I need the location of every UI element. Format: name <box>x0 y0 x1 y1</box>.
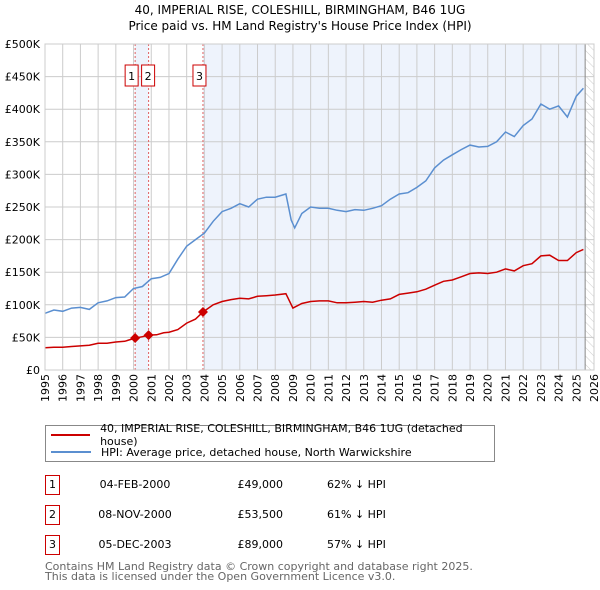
sale-label-box: 2 <box>141 64 156 87</box>
x-tick-label: 2017 <box>429 374 442 402</box>
x-tick-label: 1999 <box>110 374 123 402</box>
sale-point-marker <box>197 306 208 317</box>
x-tick-label: 2001 <box>145 374 158 402</box>
x-tick-label: 2013 <box>358 374 371 402</box>
y-tick-label: £500K <box>5 38 41 51</box>
legend-swatch-hpi <box>51 451 91 453</box>
x-tick-label: 2020 <box>482 374 495 402</box>
x-tick-label: 2000 <box>128 374 141 402</box>
legend-item-hpi: HPI: Average price, detached house, Nort… <box>51 444 412 460</box>
x-tick-label: 2012 <box>340 374 353 402</box>
sale-label-number: 2 <box>145 70 152 83</box>
transaction-number: 1 <box>45 475 60 495</box>
legend: 40, IMPERIAL RISE, COLESHILL, BIRMINGHAM… <box>45 422 495 462</box>
sale-label-number: 1 <box>128 70 135 83</box>
sale-label-border <box>192 64 207 87</box>
x-tick-label: 2018 <box>446 374 459 402</box>
x-tick-label: 1996 <box>57 374 70 402</box>
hpi-line <box>44 87 584 315</box>
y-tick-label: £150K <box>5 266 41 279</box>
sale-point-marker <box>143 330 154 341</box>
transaction-row: 3 05-DEC-2003 £89,000 57% ↓ HPI <box>45 535 545 555</box>
x-tick-label: 2016 <box>411 374 424 402</box>
price-chart: 1995 1996 1997 1998 1999 2000 2001 2002 2003 2004… <box>5 38 600 402</box>
x-tick-label: 2026 <box>588 374 600 402</box>
y-tick-label: £350K <box>5 136 41 149</box>
x-tick-label: 2009 <box>287 374 300 402</box>
x-tick-label: 2015 <box>393 374 406 402</box>
sale-label-box: 1 <box>124 64 139 87</box>
transaction-date: 05-DEC-2003 <box>98 538 172 551</box>
chart-subtitle: Price paid vs. HM Land Registry's House … <box>128 19 472 33</box>
legend-item-property: 40, IMPERIAL RISE, COLESHILL, BIRMINGHAM… <box>51 422 494 448</box>
transaction-row: 1 04-FEB-2000 £49,000 62% ↓ HPI <box>45 475 545 495</box>
y-tick-label: £100K <box>5 299 41 312</box>
sale-label-box: 3 <box>192 64 207 87</box>
legend-label-hpi: HPI: Average price, detached house, Nort… <box>101 445 412 459</box>
transaction-hpi-diff: 62% ↓ HPI <box>327 478 386 491</box>
x-tick-label: 2008 <box>269 374 282 402</box>
x-tick-label: 2010 <box>305 374 318 402</box>
plot-border <box>44 43 595 371</box>
legend-label-property: 40, IMPERIAL RISE, COLESHILL, BIRMINGHAM… <box>100 422 463 448</box>
transaction-hpi-diff: 57% ↓ HPI <box>327 538 386 551</box>
x-tick-label: 2007 <box>252 374 265 402</box>
transaction-price: £89,000 <box>237 538 284 551</box>
x-tick-label: 2003 <box>181 374 194 402</box>
x-tick-label: 2014 <box>375 374 388 402</box>
y-tick-label: £0 <box>26 364 40 377</box>
x-tick-label: 1995 <box>39 374 52 402</box>
x-tick-label: 2024 <box>553 374 566 402</box>
footer-licence: This data is licensed under the Open Gov… <box>45 570 396 583</box>
transaction-number: 2 <box>45 505 60 525</box>
chart-title: 40, IMPERIAL RISE, COLESHILL, BIRMINGHAM… <box>134 3 466 17</box>
legend-swatch-property <box>51 434 91 436</box>
y-tick-label: £450K <box>5 71 41 84</box>
y-tick-label: £300K <box>5 168 41 181</box>
x-tick-label: 2006 <box>234 374 247 402</box>
x-tick-label: 2023 <box>535 374 548 402</box>
sale-label-number: 3 <box>196 70 203 83</box>
x-tick-label: 2025 <box>570 374 583 402</box>
x-tick-label: 2019 <box>464 374 477 402</box>
y-tick-label: £250K <box>5 201 41 214</box>
sale-label-border <box>141 64 156 87</box>
x-tick-label: 2005 <box>216 374 229 402</box>
x-tick-label: 2022 <box>517 374 530 402</box>
transaction-price: £53,500 <box>237 508 284 521</box>
transaction-row: 2 08-NOV-2000 £53,500 61% ↓ HPI <box>45 505 545 525</box>
sale-point-marker <box>130 333 141 344</box>
y-tick-label: £400K <box>5 103 41 116</box>
transaction-number: 3 <box>45 535 60 555</box>
footer-copyright: Contains HM Land Registry data © Crown c… <box>45 560 473 573</box>
x-tick-label: 2004 <box>198 374 211 402</box>
x-tick-label: 2011 <box>322 374 335 402</box>
x-tick-label: 1998 <box>92 374 105 402</box>
x-tick-label: 2002 <box>163 374 176 402</box>
transaction-hpi-diff: 61% ↓ HPI <box>327 508 386 521</box>
x-tick-label: 2021 <box>499 374 512 402</box>
y-tick-label: £200K <box>5 234 41 247</box>
x-tick-label: 1997 <box>74 374 87 402</box>
y-tick-label: £50K <box>12 331 41 344</box>
transaction-date: 08-NOV-2000 <box>98 508 172 521</box>
transaction-date: 04-FEB-2000 <box>99 478 171 491</box>
sale-label-border <box>124 64 139 87</box>
transaction-price: £49,000 <box>237 478 284 491</box>
